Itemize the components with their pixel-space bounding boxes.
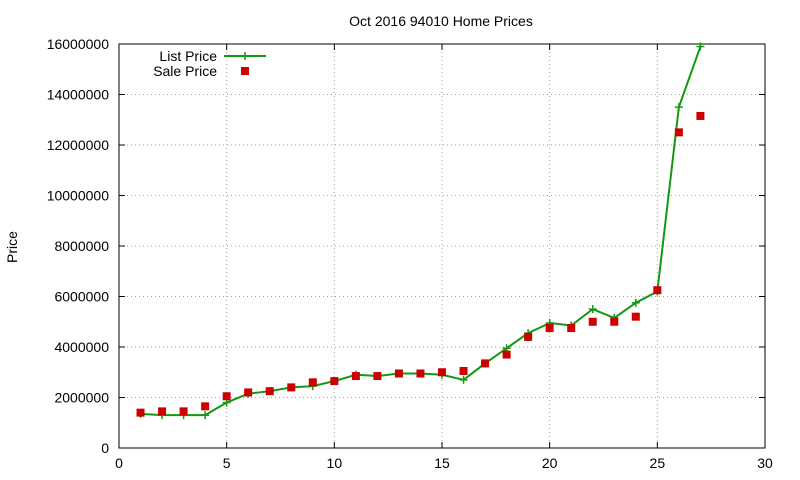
y-tick-label: 4000000 [54,339,109,355]
x-tick-label-layer: 0 5 10 15 20 25 30 [115,455,773,471]
sale-price-point [244,388,253,397]
sale-price-point [136,408,145,417]
y-tick-label: 14000000 [47,87,110,103]
sale-price-point [158,407,167,416]
sale-price-point [545,324,554,333]
sale-price-point [201,402,210,411]
sale-price-point [351,372,360,381]
legend-sale-price-label: Sale Price [153,63,217,79]
sale-price-point [696,111,705,120]
x-tick-label: 15 [434,455,450,471]
sale-price-point [438,368,446,377]
sale-price-point [265,387,274,396]
sale-price-point [222,392,231,401]
sale-price-point [502,350,511,359]
plot-frame [118,43,766,449]
sale-price-point [524,332,533,341]
legend-sale-price-marker [241,67,249,75]
sale-price-point [179,407,188,416]
y-tick-label: 8000000 [54,238,109,254]
chart-title: Oct 2016 94010 Home Prices [349,13,533,29]
sale-price-point [674,128,683,137]
sale-price-point [287,383,296,392]
sale-price-point [416,369,425,378]
sale-price-point [631,312,640,321]
list-price-point [631,298,640,307]
x-tick-label: 25 [650,455,666,471]
legend: List Price Sale Price [153,48,266,79]
sale-price-point [610,317,619,326]
x-tick-label: 0 [115,455,123,471]
sale-price-point [308,378,317,387]
sale-price-point [394,369,403,378]
sale-price-point [588,317,597,326]
list-price-point [459,375,468,384]
legend-list-price-label: List Price [159,48,217,64]
y-tick-label-layer: 0 2000000 4000000 6000000 8000000 10000000 120… [47,36,110,456]
sale-price-point [481,359,490,368]
list-price-point [588,305,597,314]
y-tick-label: 10000000 [47,188,110,204]
y-tick-label: 16000000 [47,36,110,52]
sale-price-point [567,324,576,333]
x-tick-label: 5 [223,455,231,471]
list-price-point [201,411,210,420]
y-axis-label: Price [4,231,20,263]
sale-price-point [330,377,339,386]
y-tick-label: 6000000 [54,289,109,305]
sale-price-point [459,366,468,375]
x-tick-label: 20 [542,455,558,471]
sale-price-point [653,286,662,295]
y-tick-label: 2000000 [54,390,109,406]
y-tick-label: 12000000 [47,137,110,153]
x-tick-label: 30 [757,455,773,471]
series-layer [136,42,705,420]
x-tick-label: 10 [327,455,343,471]
list-price-point [674,103,683,112]
y-tick-label: 0 [101,440,109,456]
sale-price-point [373,372,382,381]
list-price-point [696,42,705,51]
legend-list-price-marker [241,52,249,60]
